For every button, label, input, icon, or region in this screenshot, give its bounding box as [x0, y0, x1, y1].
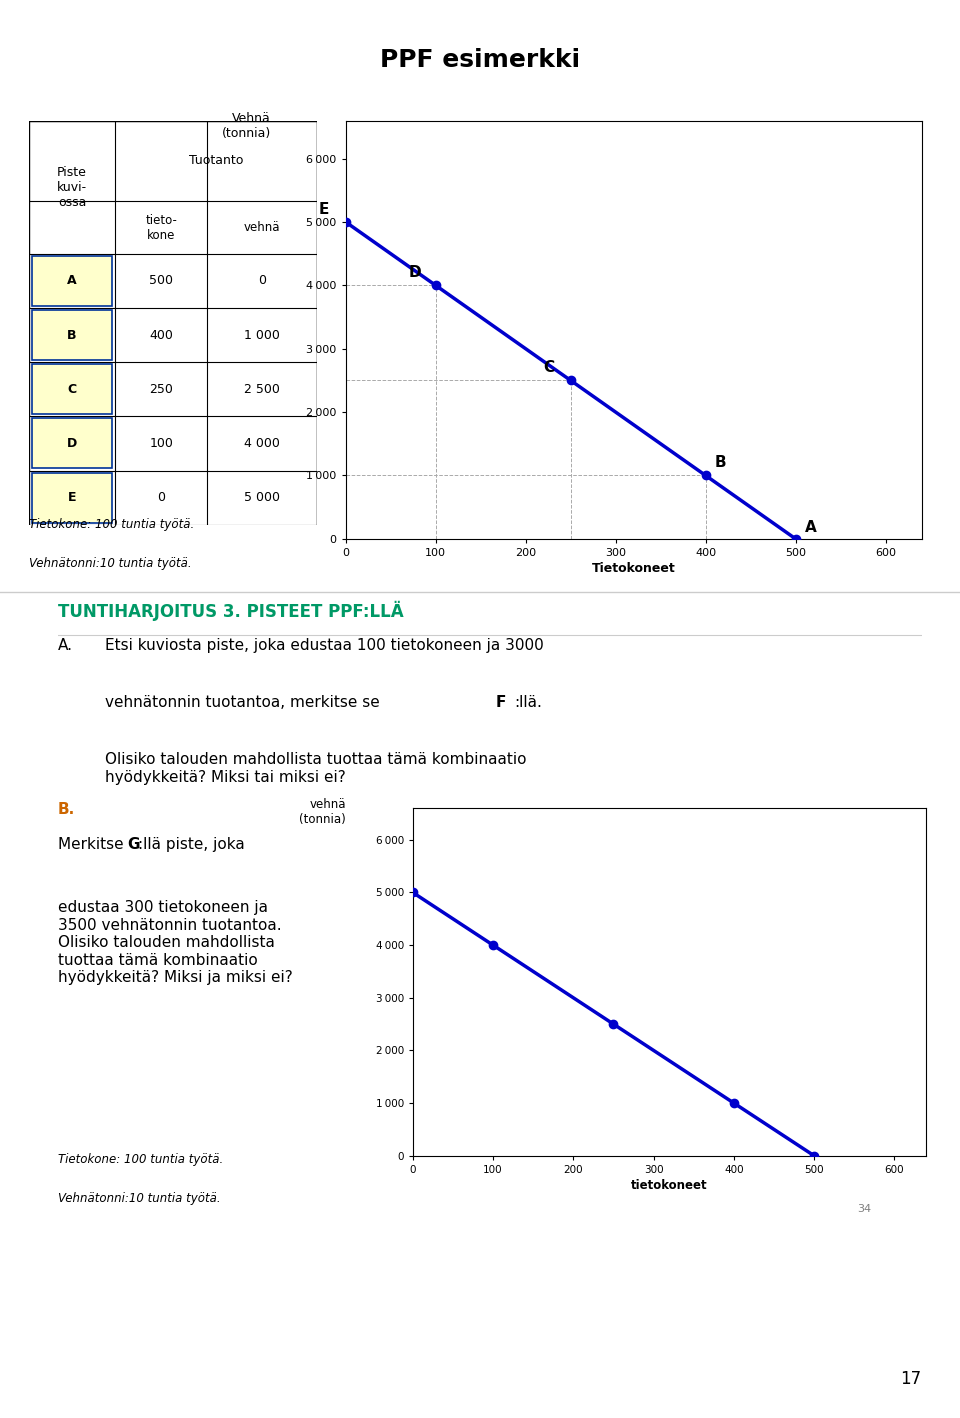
Text: 400: 400	[150, 329, 173, 342]
Text: Merkitse: Merkitse	[58, 837, 128, 852]
Text: Tuotanto: Tuotanto	[189, 155, 243, 167]
Text: C: C	[543, 360, 555, 376]
FancyBboxPatch shape	[32, 255, 112, 306]
Text: D: D	[67, 437, 77, 450]
Text: tieto-
kone: tieto- kone	[145, 214, 178, 241]
Text: 100: 100	[150, 437, 173, 450]
Text: edustaa 300 tietokoneen ja
3500 vehnätonnin tuotantoa.
Olisiko talouden mahdolli: edustaa 300 tietokoneen ja 3500 vehnäton…	[58, 900, 293, 986]
Text: vehnä: vehnä	[244, 221, 280, 234]
Text: 250: 250	[150, 383, 173, 396]
Text: 2 500: 2 500	[244, 383, 280, 396]
Text: A: A	[67, 275, 77, 288]
Text: 17: 17	[900, 1370, 922, 1388]
Text: 0: 0	[258, 275, 266, 288]
Text: vehnätonnin tuotantoa, merkitse se: vehnätonnin tuotantoa, merkitse se	[105, 695, 385, 710]
Text: 4 000: 4 000	[244, 437, 280, 450]
X-axis label: tietokoneet: tietokoneet	[632, 1178, 708, 1193]
Text: F: F	[495, 695, 506, 710]
Text: Etsi kuviosta piste, joka edustaa 100 tietokoneen ja 3000: Etsi kuviosta piste, joka edustaa 100 ti…	[105, 638, 544, 654]
FancyBboxPatch shape	[32, 311, 112, 360]
Text: PPF esimerkki: PPF esimerkki	[380, 48, 580, 72]
FancyBboxPatch shape	[32, 418, 112, 468]
Text: C: C	[67, 383, 77, 396]
Text: B: B	[67, 329, 77, 342]
Text: A: A	[804, 520, 816, 535]
Text: 500: 500	[149, 275, 173, 288]
Text: TUNTIHARJOITUS 3. PISTEET PPF:LLÄ: TUNTIHARJOITUS 3. PISTEET PPF:LLÄ	[58, 601, 403, 621]
Text: Vehnätonni:10 tuntia työtä.: Vehnätonni:10 tuntia työtä.	[58, 1191, 220, 1204]
Y-axis label: Vehnä
(tonnia): Vehnä (tonnia)	[222, 112, 271, 140]
Text: 34: 34	[857, 1204, 871, 1214]
FancyBboxPatch shape	[32, 472, 112, 523]
Text: Olisiko talouden mahdollista tuottaa tämä kombinaatio
hyödykkeitä? Miksi tai mik: Olisiko talouden mahdollista tuottaa täm…	[105, 752, 527, 784]
Text: Piste
kuvi-
ossa: Piste kuvi- ossa	[57, 166, 87, 208]
Y-axis label: vehnä
(tonnia): vehnä (tonnia)	[300, 798, 346, 825]
Text: E: E	[68, 491, 76, 503]
Text: B.: B.	[58, 801, 75, 817]
Text: D: D	[409, 265, 421, 281]
Text: B: B	[714, 455, 726, 471]
Text: 1 000: 1 000	[244, 329, 280, 342]
X-axis label: Tietokoneet: Tietokoneet	[591, 562, 676, 576]
Text: 0: 0	[157, 491, 165, 503]
Text: A.: A.	[58, 638, 73, 654]
Text: E: E	[319, 201, 329, 217]
Text: :llä piste, joka: :llä piste, joka	[138, 837, 245, 852]
Text: Vehnätonni:10 tuntia työtä.: Vehnätonni:10 tuntia työtä.	[29, 557, 191, 570]
Text: G: G	[128, 837, 140, 852]
FancyBboxPatch shape	[32, 364, 112, 414]
Text: :llä.: :llä.	[515, 695, 542, 710]
Text: Tietokone: 100 tuntia työtä.: Tietokone: 100 tuntia työtä.	[58, 1153, 223, 1166]
Text: Tietokone: 100 tuntia työtä.: Tietokone: 100 tuntia työtä.	[29, 518, 194, 530]
Text: 5 000: 5 000	[244, 491, 280, 503]
